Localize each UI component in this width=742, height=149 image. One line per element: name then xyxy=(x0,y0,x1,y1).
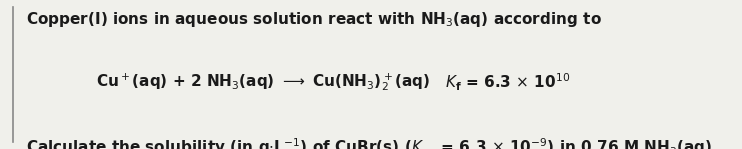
Text: $K_\mathregular{f}$ = 6.3 $\times$ 10$^{10}$: $K_\mathregular{f}$ = 6.3 $\times$ 10$^{… xyxy=(445,72,571,93)
Text: Copper(I) ions in aqueous solution react with NH$_3$(aq) according to: Copper(I) ions in aqueous solution react… xyxy=(26,10,602,30)
Text: Cu$^+$(aq) + 2 NH$_3$(aq) $\longrightarrow$ Cu(NH$_3$)$_2^+$(aq): Cu$^+$(aq) + 2 NH$_3$(aq) $\longrightarr… xyxy=(96,72,431,93)
Text: Calculate the solubility (in g$\cdot$L$^{-1}$) of CuBr(s) ($K_\mathregular{sp}$ : Calculate the solubility (in g$\cdot$L$^… xyxy=(26,137,718,149)
